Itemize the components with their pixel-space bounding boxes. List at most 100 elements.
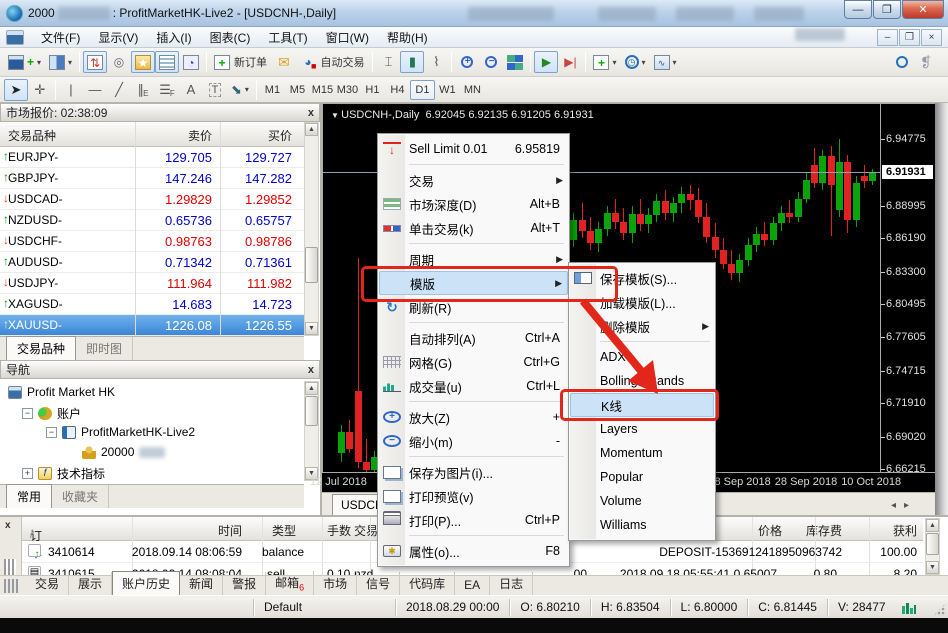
- restore-button[interactable]: ❐: [873, 0, 901, 19]
- drag-grip[interactable]: [4, 579, 20, 593]
- scroll-up-icon[interactable]: ▲: [305, 123, 318, 136]
- new-order-button[interactable]: + 新订单: [210, 51, 272, 73]
- timeframe-d1[interactable]: D1: [409, 79, 435, 100]
- data-window-button[interactable]: ◎: [107, 51, 131, 73]
- scrollbar-thumb[interactable]: [926, 533, 939, 555]
- scroll-down-icon[interactable]: ▼: [926, 561, 939, 574]
- menu-item-template-volume[interactable]: Volume: [570, 489, 714, 513]
- fibonacci-tool[interactable]: ☰ F: [159, 81, 175, 99]
- symbol-row-usdjpy-[interactable]: ↓ USDJPY- 111.964 111.982: [0, 273, 304, 294]
- symbol-row-nzdusd-[interactable]: ↑ NZDUSD- 0.65736 0.65757: [0, 210, 304, 231]
- tab-common[interactable]: 常用: [6, 484, 53, 508]
- timeframe-m5[interactable]: M5: [289, 83, 306, 96]
- timeframe-m15[interactable]: M15: [311, 83, 334, 96]
- menu-item-grid[interactable]: 网格(G) Ctrl+G: [379, 350, 568, 374]
- profiles-button[interactable]: ▾: [45, 51, 76, 73]
- price-scale[interactable]: 6.94775 6.88995 6.86190 6.83300 6.80495 6.776…: [881, 103, 935, 475]
- expand-icon[interactable]: +: [22, 468, 33, 479]
- chat-button[interactable]: ❡: [914, 51, 938, 73]
- history-row-trade[interactable]: ▤ 3410615 2018.09.14 08:08:04 sell 0.10 …: [22, 563, 923, 575]
- menu-file[interactable]: 文件(F): [41, 30, 81, 45]
- terminal-tab-展示[interactable]: 展示: [69, 572, 113, 595]
- menu-item-save-template[interactable]: 保存模板(S)...: [570, 266, 714, 290]
- col-profit[interactable]: 获利: [892, 524, 917, 538]
- scroll-up-icon[interactable]: ▲: [926, 519, 939, 532]
- tree-root-broker[interactable]: Profit Market HK: [8, 385, 115, 399]
- col-lots[interactable]: 手数: [327, 524, 352, 538]
- menu-item-load-template[interactable]: 加载模版(L)...: [570, 290, 714, 314]
- channel-tool[interactable]: ∥ E: [137, 81, 149, 99]
- arrows-tool[interactable]: ⬊ ▾: [231, 81, 249, 97]
- symbol-row-xauusd-[interactable]: ↑ XAUUSD- 1226.08 1226.55: [0, 315, 304, 336]
- zoom-in-button[interactable]: +: [455, 51, 479, 73]
- col-price[interactable]: 价格: [757, 524, 782, 538]
- menu-item-template-bollingerbands[interactable]: BollingerBands: [570, 369, 714, 393]
- timeframe-h4[interactable]: H4: [390, 83, 405, 96]
- drag-grip[interactable]: [4, 559, 16, 575]
- menu-item-zoom-in[interactable]: + 放大(Z) +: [379, 405, 568, 429]
- menu-item-zoom-out[interactable]: − 缩小(m) -: [379, 429, 568, 453]
- terminal-close-icon[interactable]: x: [5, 520, 11, 531]
- trendline-tool[interactable]: ╱: [107, 79, 131, 101]
- terminal-tab-账户历史[interactable]: 账户历史: [112, 571, 181, 595]
- vertical-line-tool[interactable]: |: [59, 79, 83, 101]
- menu-item-save-as-picture[interactable]: 保存为图片(i)...: [379, 460, 568, 484]
- chart-dropdown-icon[interactable]: ▼: [331, 111, 342, 120]
- menu-item-delete-template[interactable]: 删除模版 ▶: [570, 314, 714, 338]
- tree-node-indicators[interactable]: + f 技术指标: [22, 465, 105, 482]
- tab-tick-chart[interactable]: 即时图: [76, 337, 134, 360]
- column-bid[interactable]: 卖价: [187, 129, 212, 143]
- menu-item-template-williams[interactable]: Williams: [570, 513, 714, 537]
- terminal-toggle[interactable]: [155, 51, 180, 73]
- scrollbar-thumb[interactable]: [305, 396, 318, 426]
- menu-help[interactable]: 帮助(H): [386, 30, 428, 45]
- menu-item-template-momentum[interactable]: Momentum: [570, 441, 714, 465]
- terminal-tab-日志[interactable]: 日志: [490, 572, 534, 595]
- terminal-scrollbar[interactable]: ▲ ▼: [925, 518, 940, 575]
- timeframe-h1[interactable]: H1: [365, 83, 380, 96]
- terminal-tab-新闻[interactable]: 新闻: [180, 572, 224, 595]
- col-time[interactable]: 时间: [217, 524, 242, 538]
- menu-item-refresh[interactable]: ↻ 刷新(R): [379, 295, 568, 319]
- menu-view[interactable]: 显示(V): [98, 30, 139, 45]
- market-watch-scrollbar[interactable]: ▲ ▼: [304, 122, 319, 336]
- horizontal-line-tool[interactable]: —: [83, 79, 107, 101]
- menu-insert[interactable]: 插入(I): [156, 30, 192, 45]
- tree-node-account[interactable]: 20000: [82, 445, 166, 459]
- column-symbol[interactable]: 交易品种: [8, 129, 57, 143]
- templates-button[interactable]: ∿ ▾: [650, 51, 681, 73]
- search-button[interactable]: [890, 51, 914, 73]
- menu-charts[interactable]: 图表(C): [209, 30, 251, 45]
- col-type[interactable]: 类型: [272, 524, 297, 538]
- terminal-tab-市场[interactable]: 市场: [314, 572, 358, 595]
- menu-item-template[interactable]: 模版 ▶: [379, 271, 568, 295]
- scroll-down-icon[interactable]: ▼: [305, 322, 318, 335]
- strategy-tester-button[interactable]: ◔: [179, 51, 203, 73]
- terminal-tab-EA[interactable]: EA: [455, 575, 491, 595]
- timeframe-mn[interactable]: MN: [463, 83, 481, 96]
- autotrading-button[interactable]: ◕ ■ 自动交易: [296, 51, 369, 73]
- tab-scroll-arrows[interactable]: ◂▸: [890, 500, 917, 511]
- menu-item-properties[interactable]: ✱ 属性(o)... F8: [379, 539, 568, 563]
- candlestick-type-button[interactable]: ▮: [400, 51, 425, 73]
- menu-item-template-popular[interactable]: Popular: [570, 465, 714, 489]
- mdi-restore-button[interactable]: ❐: [899, 29, 920, 46]
- line-chart-type-button[interactable]: ⌇: [424, 51, 448, 73]
- symbol-row-audusd-[interactable]: ↑ AUDUSD- 0.71342 0.71361: [0, 252, 304, 273]
- menu-item-market-depth[interactable]: 市场深度(D) Alt+B: [379, 192, 568, 216]
- tile-windows-button[interactable]: [503, 51, 527, 73]
- menu-item-template-adx[interactable]: ADX: [570, 345, 714, 369]
- mdi-minimize-button[interactable]: –: [877, 29, 898, 46]
- tree-node-server[interactable]: − ProfitMarketHK-Live2: [46, 425, 195, 439]
- scroll-down-icon[interactable]: ▼: [305, 467, 318, 480]
- indicators-button[interactable]: + ▾: [589, 51, 620, 73]
- column-ask[interactable]: 买价: [267, 129, 292, 143]
- menu-tools[interactable]: 工具(T): [268, 30, 308, 45]
- minimize-button[interactable]: —: [844, 0, 872, 19]
- menu-item-print[interactable]: 打印(P)... Ctrl+P: [379, 508, 568, 532]
- menu-item-print-preview[interactable]: 打印预览(v): [379, 484, 568, 508]
- menu-window[interactable]: 窗口(W): [325, 30, 369, 45]
- symbol-row-eurjpy-[interactable]: ↑ EURJPY- 129.705 129.727: [0, 147, 304, 168]
- market-watch-header[interactable]: 市场报价: 02:38:09 x: [0, 103, 320, 122]
- menu-item-one-click-trading[interactable]: 单击交易(k) Alt+T: [379, 216, 568, 240]
